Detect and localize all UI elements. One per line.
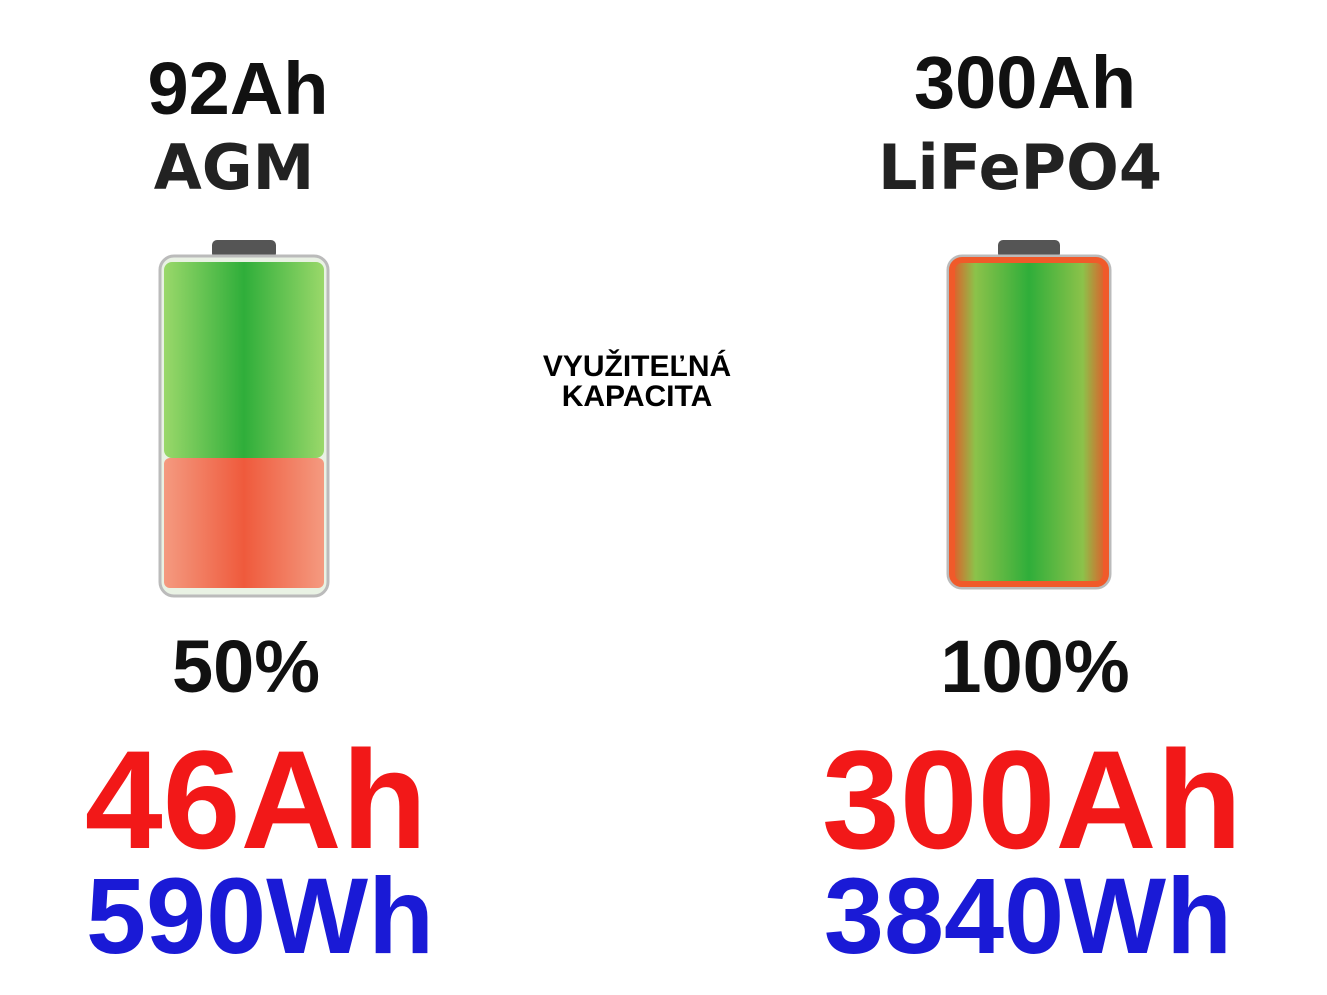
center-label-line: KAPACITA [561, 380, 713, 413]
usable-percent: 100% [940, 625, 1130, 708]
chemistry: LiFePO4 [878, 131, 1162, 204]
center-label: VYUŽITEĽNÁ KAPACITA [543, 352, 731, 412]
energy: 3840Wh [823, 855, 1233, 976]
usable-percent: 50% [171, 625, 321, 708]
battery-icon [946, 240, 1112, 590]
capacity: 92Ah [147, 47, 329, 130]
chemistry: AGM [153, 131, 315, 204]
usable-capacity: 46Ah [84, 721, 428, 878]
energy: 590Wh [85, 855, 435, 976]
battery-icon [158, 240, 330, 598]
capacity: 300Ah [913, 41, 1137, 124]
center-label-line: VYUŽITEĽNÁ [542, 350, 732, 383]
usable-capacity: 300Ah [821, 721, 1243, 878]
